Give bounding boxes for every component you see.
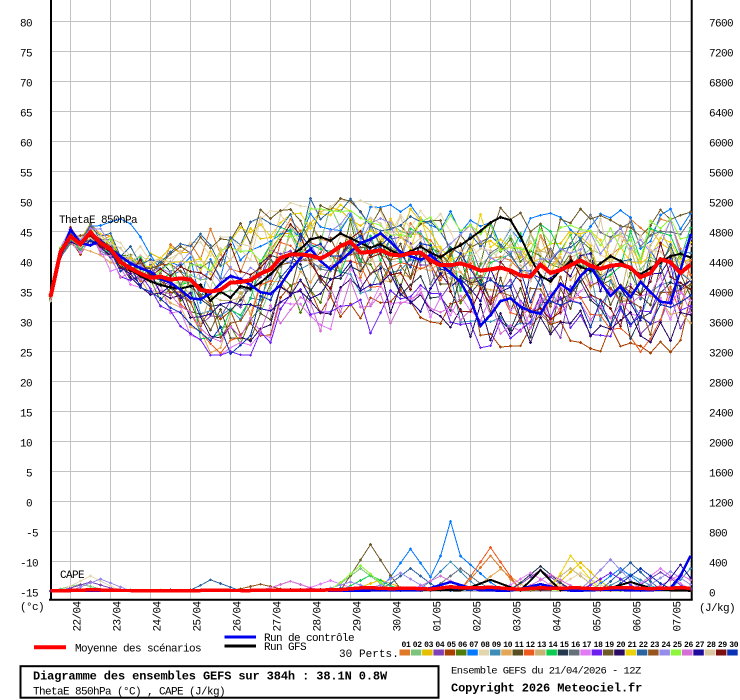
- svg-text:65: 65: [20, 109, 32, 121]
- svg-text:20: 20: [20, 379, 32, 391]
- svg-text:21: 21: [628, 641, 638, 650]
- svg-text:ThetaE 850hPa: ThetaE 850hPa: [59, 215, 138, 227]
- svg-text:Run de contrôle: Run de contrôle: [264, 633, 354, 645]
- svg-text:50: 50: [20, 199, 32, 211]
- svg-text:70: 70: [20, 79, 32, 91]
- svg-text:26: 26: [684, 641, 694, 650]
- svg-text:30: 30: [729, 641, 739, 650]
- svg-text:35: 35: [20, 289, 32, 301]
- svg-text:24: 24: [661, 641, 671, 650]
- svg-text:04/05: 04/05: [553, 601, 565, 631]
- svg-text:7200: 7200: [709, 49, 733, 61]
- svg-text:10: 10: [20, 439, 32, 451]
- svg-text:15: 15: [20, 409, 32, 421]
- svg-text:19: 19: [605, 641, 615, 650]
- svg-text:3600: 3600: [709, 319, 733, 331]
- svg-text:4400: 4400: [709, 259, 733, 271]
- svg-text:25/04: 25/04: [193, 600, 205, 631]
- svg-text:2400: 2400: [709, 409, 733, 421]
- svg-text:0: 0: [26, 499, 32, 511]
- svg-text:13: 13: [537, 641, 547, 650]
- svg-text:14: 14: [548, 641, 558, 650]
- svg-text:20: 20: [616, 641, 626, 650]
- svg-text:22: 22: [639, 641, 649, 650]
- svg-text:30 Perts.: 30 Perts.: [339, 649, 399, 661]
- svg-text:26/04: 26/04: [233, 600, 245, 631]
- svg-text:(°c): (°c): [20, 602, 44, 614]
- svg-text:-15: -15: [20, 589, 38, 601]
- svg-text:06/05: 06/05: [633, 601, 645, 631]
- svg-text:40: 40: [20, 259, 32, 271]
- svg-text:Ensemble GEFS du 21/04/2026 -: Ensemble GEFS du 21/04/2026 - 12Z: [451, 666, 641, 678]
- svg-text:16: 16: [571, 641, 581, 650]
- svg-text:45: 45: [20, 229, 32, 241]
- svg-text:4000: 4000: [709, 289, 733, 301]
- svg-text:03: 03: [424, 641, 434, 650]
- svg-text:Diagramme des ensembles GEFS s: Diagramme des ensembles GEFS sur 384h : …: [33, 670, 388, 684]
- svg-text:Run GFS: Run GFS: [264, 642, 307, 654]
- svg-text:23/04: 23/04: [113, 600, 125, 631]
- svg-text:4800: 4800: [709, 229, 733, 241]
- svg-text:7600: 7600: [709, 19, 733, 31]
- svg-text:25: 25: [673, 641, 683, 650]
- svg-text:23: 23: [650, 641, 660, 650]
- svg-text:6400: 6400: [709, 109, 733, 121]
- svg-text:25: 25: [20, 349, 32, 361]
- svg-text:400: 400: [709, 559, 727, 571]
- svg-text:01: 01: [402, 641, 412, 650]
- svg-text:800: 800: [709, 529, 727, 541]
- svg-text:11: 11: [515, 641, 525, 650]
- svg-text:02/05: 02/05: [473, 601, 485, 631]
- svg-text:6800: 6800: [709, 79, 733, 91]
- svg-text:15: 15: [560, 641, 570, 650]
- svg-text:0: 0: [709, 589, 715, 601]
- svg-text:80: 80: [20, 19, 32, 31]
- svg-text:06: 06: [458, 641, 468, 650]
- svg-text:09: 09: [492, 641, 502, 650]
- svg-text:01/05: 01/05: [433, 601, 445, 631]
- svg-text:17: 17: [582, 641, 592, 650]
- svg-text:12: 12: [526, 641, 536, 650]
- svg-text:3200: 3200: [709, 349, 733, 361]
- svg-text:75: 75: [20, 49, 32, 61]
- svg-text:27/04: 27/04: [273, 600, 285, 631]
- svg-text:24/04: 24/04: [153, 600, 165, 631]
- svg-text:ThetaE 850hPa (°C) , CAPE (J/k: ThetaE 850hPa (°C) , CAPE (J/kg): [33, 687, 225, 699]
- svg-text:60: 60: [20, 139, 32, 151]
- svg-text:Moyenne des scénarios: Moyenne des scénarios: [75, 644, 201, 656]
- svg-text:03/05: 03/05: [513, 601, 525, 631]
- svg-text:27: 27: [695, 641, 705, 650]
- svg-text:04: 04: [435, 641, 445, 650]
- svg-text:5: 5: [26, 469, 32, 481]
- svg-text:1200: 1200: [709, 499, 733, 511]
- svg-text:02: 02: [413, 641, 423, 650]
- svg-text:29/04: 29/04: [353, 600, 365, 631]
- svg-text:55: 55: [20, 169, 32, 181]
- svg-text:-10: -10: [20, 559, 38, 571]
- svg-text:28/04: 28/04: [313, 600, 325, 631]
- svg-text:CAPE: CAPE: [60, 570, 85, 582]
- svg-text:08: 08: [481, 641, 491, 650]
- svg-text:-5: -5: [26, 529, 38, 541]
- svg-text:1600: 1600: [709, 469, 733, 481]
- svg-text:07/05: 07/05: [673, 601, 685, 631]
- svg-text:6000: 6000: [709, 139, 733, 151]
- svg-text:07: 07: [469, 641, 479, 650]
- svg-text:18: 18: [594, 641, 604, 650]
- svg-text:5200: 5200: [709, 199, 733, 211]
- svg-text:29: 29: [718, 641, 728, 650]
- svg-text:10: 10: [503, 641, 513, 650]
- svg-text:30/04: 30/04: [393, 600, 405, 631]
- svg-text:2000: 2000: [709, 439, 733, 451]
- svg-text:Copyright 2026 Meteociel.fr: Copyright 2026 Meteociel.fr: [451, 682, 642, 696]
- svg-text:30: 30: [20, 319, 32, 331]
- svg-text:2800: 2800: [709, 379, 733, 391]
- svg-text:(J/kg): (J/kg): [699, 603, 735, 615]
- svg-text:22/04: 22/04: [73, 600, 85, 631]
- svg-text:05: 05: [447, 641, 457, 650]
- svg-text:28: 28: [707, 641, 717, 650]
- svg-text:05/05: 05/05: [593, 601, 605, 631]
- svg-text:5600: 5600: [709, 169, 733, 181]
